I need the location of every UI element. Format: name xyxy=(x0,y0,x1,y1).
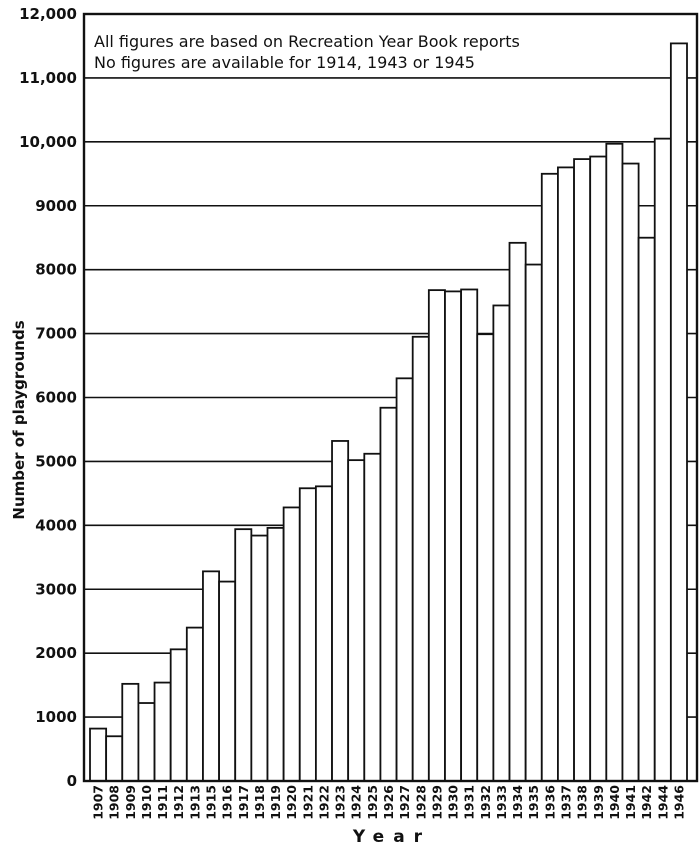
x-tick-label: 1944 xyxy=(655,785,670,820)
x-tick-label: 1946 xyxy=(671,785,686,820)
x-tick-label: 1937 xyxy=(558,785,573,820)
y-tick-label: 3000 xyxy=(35,580,77,598)
bar-1930 xyxy=(444,290,463,782)
x-tick-label: 1936 xyxy=(542,785,557,820)
x-tick-label: 1913 xyxy=(187,785,202,820)
bar-1912 xyxy=(169,648,188,782)
bar-1940 xyxy=(605,142,624,782)
bar-1921 xyxy=(298,487,317,782)
bar-1925 xyxy=(363,452,382,782)
x-tick-label: 1941 xyxy=(623,785,638,820)
x-tick-label: 1935 xyxy=(526,785,541,820)
bar-1934 xyxy=(508,241,527,782)
y-tick-label: 12,000 xyxy=(19,5,77,23)
x-tick-label: 1929 xyxy=(429,785,444,820)
bar-1919 xyxy=(266,526,285,782)
y-tick-label: 11,000 xyxy=(19,69,77,87)
bar-1920 xyxy=(282,506,301,782)
y-tick-label: 1000 xyxy=(35,708,77,726)
x-tick-label: 1910 xyxy=(139,785,154,820)
bar-1941 xyxy=(621,162,640,782)
x-tick-label: 1934 xyxy=(510,785,525,820)
x-tick-label: 1940 xyxy=(607,785,622,820)
bar-1922 xyxy=(314,485,333,782)
y-tick-label: 0 xyxy=(67,772,77,790)
x-tick-label: 1920 xyxy=(284,785,299,820)
x-tick-label: 1938 xyxy=(575,785,590,820)
bar-1918 xyxy=(250,534,269,782)
bar-1909 xyxy=(121,682,140,782)
bar-1923 xyxy=(331,440,350,782)
y-tick-label: 2000 xyxy=(35,644,77,662)
bar-1942 xyxy=(637,236,656,782)
bar-1939 xyxy=(589,155,608,782)
x-tick-label: 1911 xyxy=(155,785,170,820)
bars xyxy=(89,42,688,782)
x-axis-label: Year xyxy=(352,827,431,847)
x-tick-label: 1921 xyxy=(300,785,315,820)
x-tick-label: 1918 xyxy=(252,785,267,820)
x-tick-label: 1931 xyxy=(462,785,477,820)
y-tick-label: 8000 xyxy=(35,261,77,279)
y-tick-label: 7000 xyxy=(35,325,77,343)
x-tick-label: 1916 xyxy=(220,785,235,820)
x-tick-label: 1932 xyxy=(478,785,493,820)
x-tick-label: 1926 xyxy=(381,785,396,820)
y-tick-labels: 0 1000 2000 3000 4000 5000 6000 7000 8000 9000 10,… xyxy=(19,5,77,790)
x-tick-labels: 1907 1908 1909 1910 1911 1912 1913 1915 1916 1917… xyxy=(91,785,687,820)
bar-1913 xyxy=(185,626,204,782)
x-tick-label: 1912 xyxy=(171,785,186,820)
bar-1946 xyxy=(669,42,688,782)
x-tick-label: 1939 xyxy=(591,785,606,820)
bar-1938 xyxy=(573,158,592,782)
bar-1932 xyxy=(476,333,495,782)
bar-1916 xyxy=(218,580,237,782)
bar-1929 xyxy=(427,289,446,782)
x-tick-label: 1930 xyxy=(446,785,461,820)
bar-1944 xyxy=(653,137,672,782)
x-tick-label: 1925 xyxy=(365,785,380,820)
bar-1911 xyxy=(153,681,172,782)
x-tick-label: 1908 xyxy=(107,785,122,820)
bar-1927 xyxy=(395,377,414,782)
y-tick-label: 6000 xyxy=(35,389,77,407)
bar-1928 xyxy=(411,335,430,782)
bar-1915 xyxy=(202,570,220,782)
x-tick-label: 1933 xyxy=(494,785,509,820)
x-tick-label: 1922 xyxy=(316,785,331,820)
bar-1924 xyxy=(347,459,366,782)
bar-1926 xyxy=(379,406,398,782)
bar-1935 xyxy=(524,263,543,782)
bar-1931 xyxy=(460,288,479,782)
y-tick-label: 10,000 xyxy=(19,133,77,151)
x-tick-label: 1917 xyxy=(236,785,251,820)
y-tick-label: 5000 xyxy=(35,452,77,470)
bar-1908 xyxy=(105,735,124,782)
chart-note-2: No figures are available for 1914, 1943 … xyxy=(94,53,475,72)
axes xyxy=(82,12,699,783)
x-tick-label: 1915 xyxy=(204,785,219,820)
plot-frame xyxy=(82,12,699,783)
bar-1936 xyxy=(540,172,559,782)
y-tick-label: 9000 xyxy=(35,197,77,215)
y-axis-label: Number of playgrounds xyxy=(10,320,28,519)
x-tick-label: 1942 xyxy=(639,785,654,820)
x-tick-label: 1924 xyxy=(349,785,364,820)
x-tick-label: 1907 xyxy=(91,785,106,820)
bar-1933 xyxy=(492,304,511,782)
bar-1910 xyxy=(137,702,156,782)
x-tick-label: 1909 xyxy=(123,785,138,820)
chart-note-1: All figures are based on Recreation Year… xyxy=(94,32,520,51)
x-tick-label: 1919 xyxy=(268,785,283,820)
x-tick-label: 1923 xyxy=(333,785,348,820)
x-tick-label: 1927 xyxy=(397,785,412,820)
bar-1937 xyxy=(557,166,575,782)
bar-1917 xyxy=(234,528,253,782)
x-tick-label: 1928 xyxy=(413,785,428,820)
bar-1907 xyxy=(89,727,108,782)
y-tick-label: 4000 xyxy=(35,516,77,534)
